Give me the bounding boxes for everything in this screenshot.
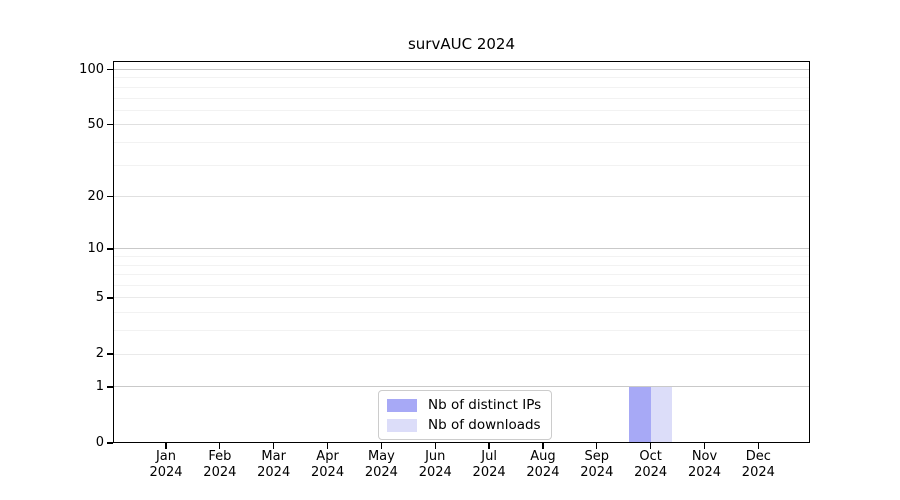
gridline-y-9 (113, 256, 810, 258)
gridline-y-80 (113, 86, 810, 88)
gridline-y-100 (113, 69, 810, 70)
y-tick-mark-0 (107, 442, 113, 444)
gridline-y-40 (113, 141, 810, 143)
x-tick-label-year: 2024 (741, 464, 775, 480)
gridline-y-2 (113, 353, 810, 355)
x-tick-label-month: Sep (584, 449, 610, 464)
x-tick-label-year: 2024 (418, 464, 452, 480)
x-tick-mark-sep-2024 (596, 443, 598, 449)
x-tick-label-month: Feb (208, 449, 232, 464)
legend-item: Nb of distinct IPs (387, 397, 541, 413)
y-tick-mark-100 (107, 68, 113, 71)
gridline-y-70 (113, 97, 810, 99)
y-tick-label-0: 0 (95, 435, 104, 450)
legend-label-distinct-ips: Nb of distinct IPs (428, 397, 542, 413)
x-tick-label-dec-2024: Dec 2024 (728, 449, 788, 480)
x-tick-label-year: 2024 (364, 464, 398, 480)
y-tick-label-2: 2 (95, 346, 104, 362)
x-tick-label-year: 2024 (257, 464, 291, 480)
y-tick-label-1: 1 (95, 378, 104, 394)
x-tick-label-month: May (367, 449, 395, 464)
x-tick-label-month: Apr (316, 449, 339, 464)
x-tick-mark-feb-2024 (219, 443, 221, 449)
x-tick-label-month: Oct (639, 449, 662, 464)
x-tick-label-month: Mar (261, 449, 286, 464)
y-tick-mark-50 (107, 124, 113, 126)
x-tick-label-jul-2024: Jul 2024 (459, 449, 519, 480)
x-tick-mark-jun-2024 (434, 443, 436, 449)
x-tick-label-year: 2024 (580, 464, 614, 480)
gridline-y-5 (113, 297, 810, 299)
x-tick-mark-mar-2024 (273, 443, 275, 449)
x-tick-mark-nov-2024 (703, 443, 706, 449)
gridline-y-90 (113, 77, 810, 79)
legend: Nb of distinct IPs Nb of downloads (378, 390, 553, 440)
bars-layer (113, 61, 810, 443)
legend-swatch-downloads (387, 418, 417, 432)
y-tick-label-10: 10 (87, 240, 104, 256)
x-tick-label-year: 2024 (149, 464, 183, 480)
x-tick-mark-oct-2024 (650, 443, 652, 449)
x-tick-mark-may-2024 (380, 443, 383, 449)
x-tick-mark-aug-2024 (542, 443, 544, 449)
gridline-y-6 (113, 285, 810, 287)
x-tick-label-month: Jan (155, 449, 177, 464)
x-tick-label-year: 2024 (472, 464, 506, 480)
y-tick-label-20: 20 (87, 188, 104, 204)
x-tick-label-month: Jun (425, 449, 446, 464)
x-tick-label-jun-2024: Jun 2024 (405, 449, 465, 480)
x-tick-label-year: 2024 (311, 464, 345, 480)
gridline-y-4 (113, 312, 810, 314)
y-tick-mark-20 (107, 195, 113, 198)
legend-label-downloads: Nb of downloads (428, 417, 541, 433)
x-tick-label-month: Jul (481, 449, 497, 464)
chart-title: survAUC 2024 (407, 35, 516, 53)
x-tick-label-year: 2024 (634, 464, 668, 480)
plot-area (113, 61, 810, 443)
gridline-y-30 (113, 164, 810, 166)
x-tick-label-nov-2024: Nov 2024 (675, 449, 735, 480)
bar-nb-of-distinct-ips-oct-2024 (629, 386, 651, 443)
y-tick-label-50: 50 (87, 116, 104, 132)
y-tick-mark-2 (107, 353, 113, 355)
y-tick-label-5: 5 (95, 289, 104, 305)
y-tick-mark-10 (107, 248, 113, 250)
y-tick-label-100: 100 (79, 61, 104, 77)
gridline-y-3 (113, 330, 810, 332)
x-tick-mark-apr-2024 (326, 443, 329, 449)
gridlines-layer (113, 61, 810, 443)
x-tick-label-year: 2024 (526, 464, 560, 480)
legend-swatch-distinct-ips (387, 398, 417, 412)
x-tick-label-apr-2024: Apr 2024 (298, 449, 358, 480)
gridline-y-7 (113, 274, 810, 276)
y-tick-mark-5 (107, 297, 113, 299)
x-tick-label-sep-2024: Sep 2024 (567, 449, 627, 480)
x-tick-label-month: Aug (530, 449, 556, 464)
legend-item: Nb of downloads (387, 417, 541, 433)
x-tick-mark-jan-2024 (165, 443, 167, 449)
x-tick-label-year: 2024 (687, 464, 722, 480)
y-tick-mark-1 (107, 386, 113, 388)
x-tick-label-may-2024: May 2024 (351, 449, 411, 480)
gridline-y-10 (113, 248, 810, 250)
x-tick-label-month: Nov (691, 449, 718, 464)
x-tick-label-mar-2024: Mar 2024 (244, 449, 304, 480)
gridline-y-20 (113, 196, 810, 198)
bar-nb-of-downloads-oct-2024 (650, 386, 672, 443)
x-tick-label-month: Dec (745, 449, 771, 464)
gridline-y-8 (113, 264, 810, 266)
gridline-y-1 (113, 386, 810, 388)
x-tick-label-oct-2024: Oct 2024 (621, 449, 681, 480)
x-tick-label-aug-2024: Aug 2024 (513, 449, 573, 480)
x-tick-label-feb-2024: Feb 2024 (190, 449, 250, 480)
gridline-y-60 (113, 109, 810, 111)
gridline-y-50 (113, 124, 810, 126)
x-tick-label-year: 2024 (203, 464, 237, 480)
x-tick-mark-jul-2024 (488, 443, 490, 449)
x-tick-label-jan-2024: Jan 2024 (136, 449, 196, 480)
x-tick-mark-dec-2024 (757, 443, 759, 449)
